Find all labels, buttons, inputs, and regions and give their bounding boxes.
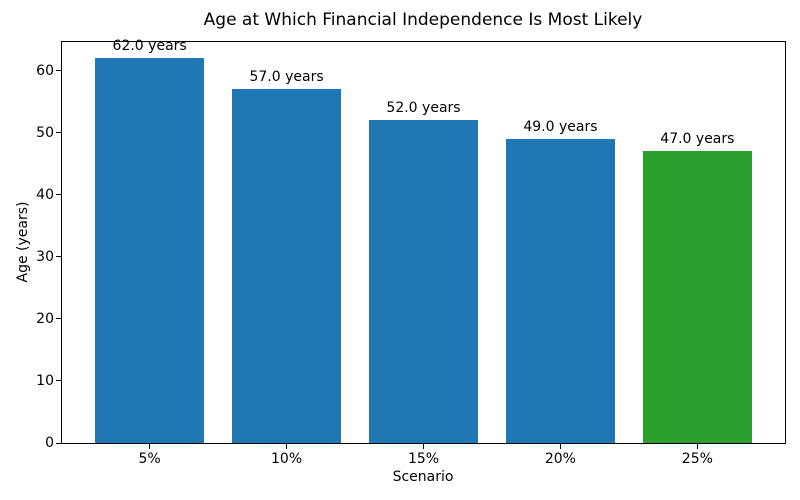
y-tick-mark (56, 256, 61, 258)
x-tick-label: 10% (271, 451, 303, 467)
y-tick-label: 30 (36, 248, 54, 265)
x-tick-label: 25% (681, 451, 713, 467)
bar-10% (231, 89, 342, 443)
y-tick-label: 40 (36, 186, 54, 203)
bar-15% (368, 120, 479, 443)
bar-20% (505, 138, 616, 443)
y-tick-label: 20 (36, 310, 54, 327)
x-tick-label: 20% (544, 451, 576, 467)
bar-value-label: 57.0 years (249, 69, 324, 86)
x-tick-mark (559, 444, 561, 449)
bar-25% (642, 151, 753, 443)
y-tick-label: 0 (45, 435, 54, 451)
y-tick-mark (56, 318, 61, 320)
y-tick-mark (56, 442, 61, 444)
chart-title: Age at Which Financial Independence Is M… (203, 10, 643, 30)
y-tick-mark (56, 70, 61, 72)
x-tick-label: 15% (407, 451, 440, 467)
plot-area (61, 41, 786, 444)
x-tick-mark (286, 444, 288, 449)
x-tick-label: 5% (138, 451, 161, 467)
bar-value-label: 52.0 years (386, 100, 461, 117)
bar-5% (94, 58, 205, 443)
y-tick-mark (56, 380, 61, 382)
bar-value-label: 47.0 years (660, 131, 735, 148)
y-tick-label: 10 (36, 372, 54, 389)
x-axis-label: Scenario (392, 469, 454, 485)
y-tick-mark (56, 132, 61, 134)
y-tick-label: 50 (36, 124, 54, 141)
x-tick-mark (423, 444, 424, 449)
y-tick-label: 60 (36, 62, 54, 79)
bar-value-label: 62.0 years (112, 38, 187, 55)
y-tick-mark (56, 194, 61, 196)
x-tick-mark (149, 444, 151, 449)
x-tick-mark (696, 444, 698, 449)
y-axis-label: Age (years) (15, 201, 31, 283)
bar-value-label: 49.0 years (523, 118, 598, 135)
